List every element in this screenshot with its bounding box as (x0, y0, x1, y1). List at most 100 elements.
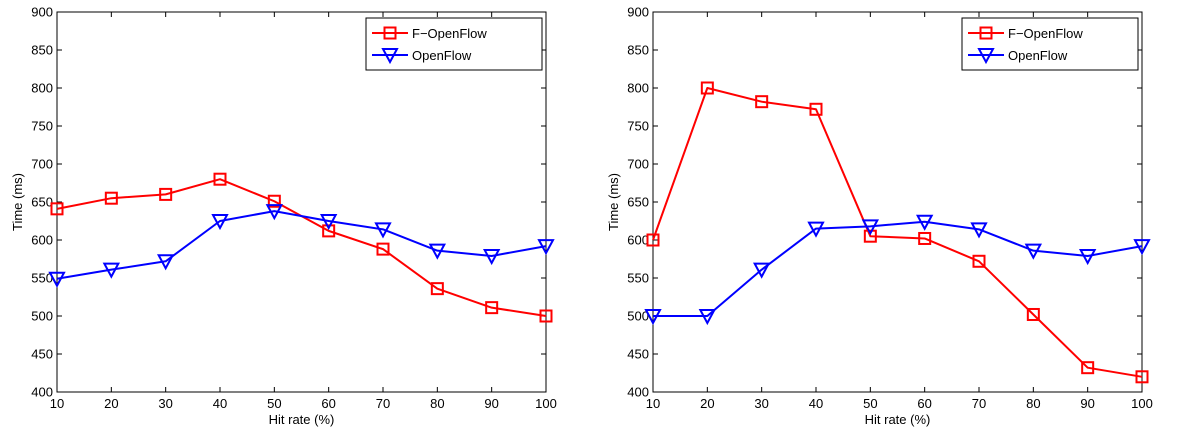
x-tick-label: 20 (700, 396, 714, 411)
x-tick-label: 80 (1026, 396, 1040, 411)
data-point (1081, 361, 1095, 375)
data-point (482, 248, 501, 266)
x-axis-label: Hit rate (%) (865, 412, 931, 427)
x-tick-label: 70 (376, 396, 390, 411)
y-tick-label: 600 (627, 233, 649, 248)
x-tick-label: 50 (863, 396, 877, 411)
y-axis-label: Time (ms) (606, 173, 621, 231)
data-point (322, 224, 336, 238)
y-tick-label: 500 (627, 309, 649, 324)
data-point (376, 242, 390, 256)
data-point (807, 221, 825, 238)
y-tick-label: 700 (31, 157, 53, 172)
data-point (104, 191, 118, 205)
y-tick-label: 600 (31, 233, 53, 248)
data-point (485, 301, 499, 315)
legend-label: F−OpenFlow (412, 26, 487, 41)
data-point (972, 254, 986, 268)
y-tick-label: 400 (627, 385, 649, 400)
y-tick-label: 700 (627, 157, 649, 172)
data-point (267, 194, 281, 208)
data-point (915, 214, 934, 231)
plot-area (652, 11, 1143, 393)
series-f-openflow (646, 81, 1149, 384)
x-axis-label: Hit rate (%) (269, 412, 335, 427)
x-tick-label: 80 (430, 396, 444, 411)
x-tick-label: 10 (646, 396, 660, 411)
x-tick-label: 60 (321, 396, 335, 411)
data-point (809, 102, 823, 116)
x-tick-label: 100 (535, 396, 557, 411)
chart-right: 10 20 30 40 50 60 70 80 90 100 400 450 500 550 600 650 7… (596, 0, 1192, 438)
data-point (213, 172, 227, 186)
data-point (1078, 248, 1097, 266)
y-tick-label: 450 (31, 347, 53, 362)
legend-marker (977, 48, 995, 65)
y-tick-label: 850 (627, 43, 649, 58)
plot-area (56, 11, 547, 393)
series-openflow (644, 214, 1151, 326)
data-point (211, 214, 229, 231)
series-openflow (48, 204, 555, 288)
data-point (755, 95, 769, 109)
data-point (752, 262, 771, 279)
line-chart-svg: 10 20 30 40 50 60 70 80 90 100 400 450 500 550 600 650 7… (10, 5, 557, 428)
data-point (700, 81, 714, 95)
legend-item: F−OpenFlow (372, 26, 487, 41)
x-tick-label: 100 (1131, 396, 1153, 411)
data-point (539, 309, 553, 323)
y-axis-label: Time (ms) (10, 173, 25, 231)
x-tick-label: 40 (809, 396, 823, 411)
data-point (863, 229, 877, 243)
data-point (48, 271, 66, 288)
data-point (646, 233, 660, 247)
line-chart-svg: 10 20 30 40 50 60 70 80 90 100 400 450 500 550 600 650 7… (606, 5, 1153, 428)
legend-label: OpenFlow (1008, 48, 1068, 63)
x-tick-label: 60 (917, 396, 931, 411)
data-point (1133, 239, 1151, 256)
x-tick-label: 30 (754, 396, 768, 411)
data-point (1026, 307, 1040, 321)
legend-label: OpenFlow (412, 48, 472, 63)
series-line (652, 87, 1143, 378)
y-tick-label: 450 (627, 347, 649, 362)
x-tick-label: 20 (104, 396, 118, 411)
legend-item: F−OpenFlow (968, 26, 1083, 41)
y-tick-label: 500 (31, 309, 53, 324)
y-tick-label: 900 (627, 5, 649, 20)
y-tick-label: 850 (31, 43, 53, 58)
y-tick-label: 400 (31, 385, 53, 400)
series-line (56, 210, 547, 280)
y-tick-label: 550 (627, 271, 649, 286)
x-tick-label: 10 (50, 396, 64, 411)
data-point (430, 282, 444, 296)
data-point (644, 309, 662, 326)
chart-left: 10 20 30 40 50 60 70 80 90 100 400 450 500 550 600 650 7… (0, 0, 596, 438)
data-point (1135, 370, 1149, 384)
legend-marker (979, 26, 993, 40)
x-tick-label: 30 (158, 396, 172, 411)
y-tick-label: 800 (31, 81, 53, 96)
data-point (537, 239, 555, 256)
data-point (374, 222, 392, 239)
data-point (50, 202, 64, 216)
data-point (698, 309, 717, 326)
x-tick-label: 50 (267, 396, 281, 411)
y-tick-label: 650 (627, 195, 649, 210)
y-tick-label: 750 (31, 119, 53, 134)
data-point (156, 254, 175, 271)
legend-item: OpenFlow (968, 48, 1068, 65)
y-tick-label: 800 (627, 81, 649, 96)
data-point (861, 219, 880, 236)
y-tick-label: 750 (627, 119, 649, 134)
data-point (159, 187, 173, 201)
y-tick-label: 900 (31, 5, 53, 20)
y-tick-label: 550 (31, 271, 53, 286)
data-point (265, 204, 284, 221)
legend: F−OpenFlow OpenFlow (961, 17, 1139, 71)
data-point (102, 262, 121, 279)
x-tick-label: 90 (484, 396, 498, 411)
data-point (970, 222, 988, 239)
legend: F−OpenFlow OpenFlow (365, 17, 543, 71)
x-tick-label: 90 (1080, 396, 1094, 411)
